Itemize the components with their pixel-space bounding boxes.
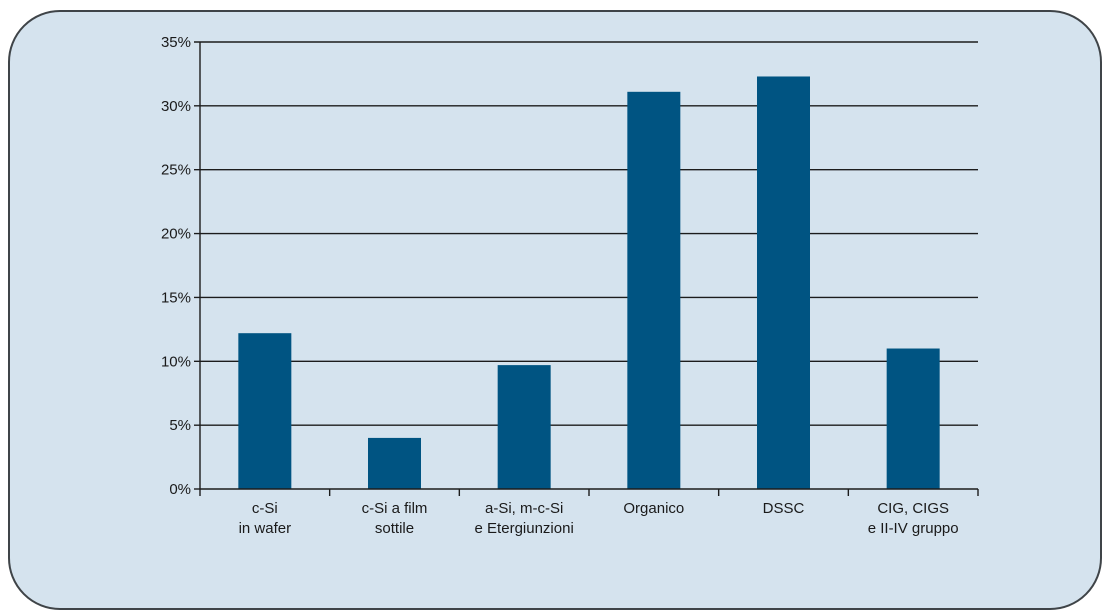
y-tick-label: 25%: [161, 162, 191, 179]
bars: [238, 76, 940, 490]
chart-panel: [8, 10, 1102, 610]
bar: [886, 348, 940, 489]
gridlines: [194, 41, 978, 490]
y-tick-labels: 0% 5% 10% 15% 20% 25% 30% 35%: [161, 34, 191, 498]
axes: [199, 42, 979, 496]
x-tick-label: a-Si, m-c-Si e Etergiunzioni: [475, 500, 574, 537]
y-tick-label: 0%: [169, 481, 191, 498]
y-tick-label: 30%: [161, 98, 191, 115]
bar: [238, 333, 292, 489]
y-tick-label: 10%: [161, 353, 191, 370]
bar: [627, 91, 681, 490]
x-tick-labels: c-Si in wafer c-Si a film sottile a-Si, m-c-…: [239, 500, 959, 537]
x-tick-label: Organico: [623, 500, 684, 517]
y-tick-label: 35%: [161, 34, 191, 51]
x-tick-label: c-Si in wafer: [239, 500, 292, 537]
bar: [757, 76, 810, 490]
bar: [497, 365, 551, 489]
bar: [368, 437, 421, 489]
bar-chart: 0% 5% 10% 15% 20% 25% 30% 35% c-Si in wafer c-Si …: [161, 34, 979, 537]
x-tick-label: DSSC: [763, 500, 805, 517]
y-tick-label: 15%: [161, 289, 191, 306]
x-tick-label: CIG, CIGS e II-IV gruppo: [868, 500, 959, 537]
y-tick-label: 20%: [161, 226, 191, 243]
x-tick-label: c-Si a film sottile: [362, 500, 428, 537]
y-tick-label: 5%: [169, 417, 191, 434]
